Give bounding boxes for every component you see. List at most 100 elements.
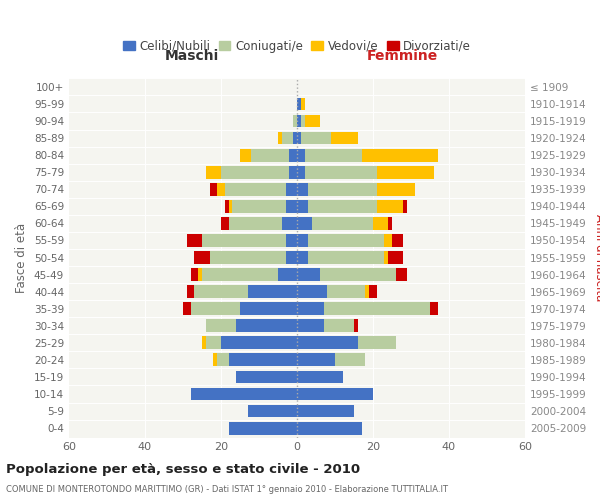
- Bar: [248, 404, 297, 417]
- Bar: [297, 320, 323, 332]
- Y-axis label: Anni di nascita: Anni di nascita: [593, 214, 600, 301]
- Bar: [202, 268, 278, 281]
- Bar: [388, 251, 403, 264]
- Y-axis label: Fasce di età: Fasce di età: [16, 222, 28, 292]
- Bar: [331, 132, 358, 144]
- Bar: [278, 132, 282, 144]
- Bar: [217, 183, 225, 196]
- Bar: [282, 132, 293, 144]
- Bar: [206, 166, 221, 178]
- Bar: [305, 114, 320, 128]
- Bar: [191, 388, 297, 400]
- Bar: [297, 148, 305, 162]
- Bar: [251, 148, 289, 162]
- Bar: [373, 217, 388, 230]
- Bar: [229, 217, 282, 230]
- Legend: Celibi/Nubili, Coniugati/e, Vedovi/e, Divorziati/e: Celibi/Nubili, Coniugati/e, Vedovi/e, Di…: [118, 35, 476, 57]
- Bar: [297, 166, 305, 178]
- Bar: [206, 336, 221, 349]
- Text: Maschi: Maschi: [165, 49, 219, 63]
- Bar: [308, 234, 385, 247]
- Bar: [305, 148, 362, 162]
- Bar: [225, 200, 229, 212]
- Bar: [301, 132, 331, 144]
- Bar: [236, 320, 297, 332]
- Bar: [286, 234, 297, 247]
- Bar: [187, 285, 194, 298]
- Bar: [187, 234, 202, 247]
- Bar: [236, 370, 297, 384]
- Bar: [354, 320, 358, 332]
- Bar: [430, 302, 437, 315]
- Bar: [229, 422, 297, 434]
- Bar: [365, 285, 369, 298]
- Bar: [282, 217, 297, 230]
- Bar: [396, 268, 407, 281]
- Bar: [297, 285, 328, 298]
- Bar: [240, 148, 251, 162]
- Bar: [297, 370, 343, 384]
- Bar: [209, 251, 286, 264]
- Bar: [194, 285, 248, 298]
- Bar: [297, 422, 362, 434]
- Text: Popolazione per età, sesso e stato civile - 2010: Popolazione per età, sesso e stato civil…: [6, 462, 360, 475]
- Bar: [385, 251, 388, 264]
- Bar: [206, 320, 236, 332]
- Bar: [240, 302, 297, 315]
- Bar: [308, 200, 377, 212]
- Bar: [229, 354, 297, 366]
- Bar: [221, 217, 229, 230]
- Bar: [202, 234, 286, 247]
- Bar: [320, 268, 396, 281]
- Bar: [377, 200, 403, 212]
- Bar: [323, 302, 430, 315]
- Bar: [297, 268, 320, 281]
- Bar: [388, 217, 392, 230]
- Bar: [289, 148, 297, 162]
- Bar: [362, 148, 437, 162]
- Bar: [214, 354, 217, 366]
- Bar: [301, 114, 305, 128]
- Text: COMUNE DI MONTEROTONDO MARITTIMO (GR) - Dati ISTAT 1° gennaio 2010 - Elaborazion: COMUNE DI MONTEROTONDO MARITTIMO (GR) - …: [6, 485, 448, 494]
- Bar: [377, 183, 415, 196]
- Bar: [194, 251, 209, 264]
- Bar: [286, 251, 297, 264]
- Bar: [377, 166, 434, 178]
- Bar: [308, 183, 377, 196]
- Bar: [191, 268, 198, 281]
- Bar: [229, 200, 232, 212]
- Bar: [297, 251, 308, 264]
- Bar: [297, 354, 335, 366]
- Bar: [297, 114, 301, 128]
- Bar: [297, 217, 312, 230]
- Bar: [335, 354, 365, 366]
- Bar: [312, 217, 373, 230]
- Bar: [286, 200, 297, 212]
- Bar: [358, 336, 396, 349]
- Bar: [217, 354, 229, 366]
- Bar: [191, 302, 240, 315]
- Bar: [297, 336, 358, 349]
- Bar: [323, 320, 354, 332]
- Bar: [297, 388, 373, 400]
- Bar: [297, 302, 323, 315]
- Bar: [297, 183, 308, 196]
- Bar: [297, 404, 354, 417]
- Bar: [392, 234, 403, 247]
- Bar: [209, 183, 217, 196]
- Bar: [286, 183, 297, 196]
- Bar: [289, 166, 297, 178]
- Bar: [385, 234, 392, 247]
- Bar: [293, 132, 297, 144]
- Bar: [297, 234, 308, 247]
- Bar: [297, 200, 308, 212]
- Bar: [403, 200, 407, 212]
- Bar: [202, 336, 206, 349]
- Bar: [297, 132, 301, 144]
- Bar: [308, 251, 385, 264]
- Text: Femmine: Femmine: [366, 49, 437, 63]
- Bar: [183, 302, 191, 315]
- Bar: [301, 98, 305, 110]
- Bar: [225, 183, 286, 196]
- Bar: [297, 98, 301, 110]
